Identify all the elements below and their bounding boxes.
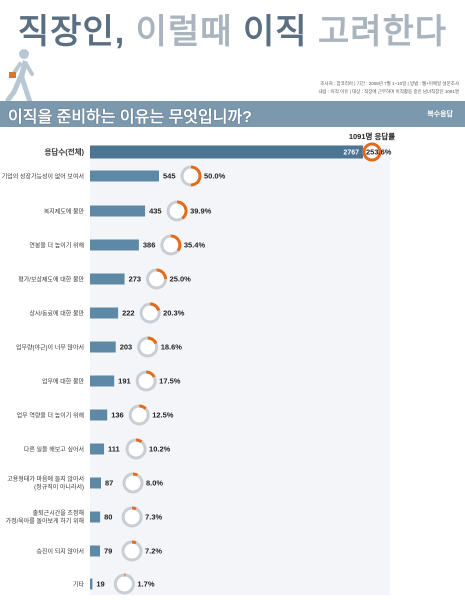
category-label-2: 복지제도에 불만 xyxy=(44,208,85,216)
category-label-8: 업무 역량을 더 높이기 위해 xyxy=(17,412,84,420)
value-label-11: 80 xyxy=(104,513,112,522)
value-label-4: 273 xyxy=(129,275,142,284)
multiple-response-note: 복수응답 xyxy=(427,111,453,118)
ring-fill-4 xyxy=(146,268,168,290)
title-part-1: 직장인, xyxy=(17,13,126,51)
bar-7 xyxy=(90,375,115,387)
ring-fill-13 xyxy=(113,573,135,595)
value-label-9: 111 xyxy=(108,445,120,454)
value-label-13: 19 xyxy=(96,580,104,589)
percent-label-1: 50.0% xyxy=(204,172,226,181)
bar-6 xyxy=(90,341,116,353)
ring-fill-11 xyxy=(121,506,143,528)
ring-track-12 xyxy=(121,540,143,562)
category-label-3: 연봉을 더 높이기 위해 xyxy=(29,242,84,250)
value-label-7: 191 xyxy=(118,377,131,386)
category-label-1: 기업의 성장가능성이 없어 보여서 xyxy=(2,173,84,181)
bar-4 xyxy=(90,273,125,285)
ring-fill-9 xyxy=(125,438,147,460)
ring-fill-10 xyxy=(122,472,144,494)
bar-13 xyxy=(90,578,93,590)
question-text: 이직을 준비하는 이유는 무엇입니까? xyxy=(8,109,252,126)
percent-label-4: 25.0% xyxy=(170,275,192,284)
ring-track-9 xyxy=(125,438,147,460)
survey-meta-line-2: 내용 : 이직 이유 | 대상 : 직장에 근무하며 이직활동 중인 남녀직장인… xyxy=(318,89,459,94)
bar-2 xyxy=(90,205,146,217)
ring-track-13 xyxy=(113,573,135,595)
survey-meta-line-1: 조사처 : 잡코리아 | 기간 : 2008년 7월 1~10일 | 방법 : … xyxy=(320,81,459,86)
percent-label-7: 17.5% xyxy=(159,377,181,386)
bar-5 xyxy=(90,307,119,319)
page-title: 직장인, 이럴때 이직 고려한다 xyxy=(0,4,465,53)
bar-9 xyxy=(90,443,105,455)
ring-fill-12 xyxy=(121,540,143,562)
category-label-11: 출퇴근시간을 조정해 가정/육아를 돌아보게 하기 위해 xyxy=(6,509,84,525)
percent-label-0: 253.6% xyxy=(366,148,392,157)
bar-12 xyxy=(90,545,101,557)
category-label-13: 기타 xyxy=(73,581,85,589)
value-label-10: 87 xyxy=(105,479,113,488)
ring-fill-3 xyxy=(160,234,182,256)
bar-0 xyxy=(90,145,363,159)
ring-fill-7 xyxy=(135,370,157,392)
category-label-10: 고용형태가 마음에 들지 않아서 (정규직이 아니라서) xyxy=(7,475,84,491)
ring-fill-8 xyxy=(128,404,150,426)
ring-track-10 xyxy=(122,472,144,494)
bar-10 xyxy=(90,477,102,489)
ring-fill-2 xyxy=(166,200,188,222)
percent-label-9: 10.2% xyxy=(149,445,171,454)
percent-label-12: 7.2% xyxy=(145,547,162,556)
bar-3 xyxy=(90,239,139,251)
percent-label-3: 35.4% xyxy=(184,241,206,250)
percent-label-10: 8.0% xyxy=(146,479,163,488)
value-label-0: 2767 xyxy=(343,150,359,157)
value-label-3: 386 xyxy=(143,241,156,250)
percent-label-5: 20.3% xyxy=(163,309,185,318)
percent-label-6: 18.6% xyxy=(161,343,183,352)
question-banner: 이직을 준비하는 이유는 무엇입니까? 복수응답 xyxy=(0,101,465,127)
percent-label-2: 39.9% xyxy=(190,207,212,216)
bar-1 xyxy=(90,170,159,182)
category-label-7: 업무에 대한 불만 xyxy=(42,378,84,386)
percent-label-8: 12.5% xyxy=(152,411,174,420)
value-label-12: 79 xyxy=(104,547,112,556)
title-part-4: 고려한다 xyxy=(317,13,448,51)
value-label-5: 222 xyxy=(122,309,135,318)
category-label-12: 승진이 되지 않아서 xyxy=(37,548,85,556)
category-label-6: 업무량(야근)이 너무 많아서 xyxy=(16,344,84,352)
value-label-1: 545 xyxy=(163,172,176,181)
bar-11 xyxy=(90,511,101,523)
category-label-5: 상사/동료에 대한 불만 xyxy=(29,310,84,318)
value-label-6: 203 xyxy=(120,343,133,352)
value-label-2: 435 xyxy=(149,207,162,216)
category-label-9: 다른 일을 해보고 싶어서 xyxy=(24,446,84,454)
ring-fill-0 xyxy=(362,142,382,162)
ring-fill-1 xyxy=(180,165,202,187)
category-label-4: 평가/보상제도에 대한 불만 xyxy=(18,276,84,284)
bar-8 xyxy=(90,409,108,421)
title-part-2: 이럴때 xyxy=(135,13,233,51)
percent-label-13: 1.7% xyxy=(137,580,154,589)
category-label-0: 응답수(전체) xyxy=(45,147,85,157)
respondents-label: 1091명 응답률 xyxy=(349,131,395,141)
percent-label-11: 7.3% xyxy=(145,513,162,522)
title-part-3: 이직 xyxy=(242,13,308,51)
ring-fill-5 xyxy=(139,302,161,324)
walking-person-icon xyxy=(5,49,34,104)
value-label-8: 136 xyxy=(111,411,124,420)
ring-fill-6 xyxy=(137,336,159,358)
ring-track-11 xyxy=(121,506,143,528)
